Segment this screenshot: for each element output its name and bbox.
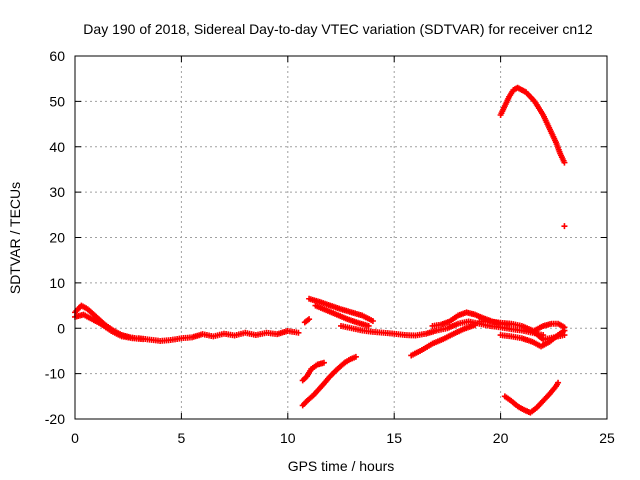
- x-tick-label: 20: [493, 430, 509, 446]
- y-tick-label: 30: [49, 184, 65, 200]
- y-tick-label: 20: [49, 230, 65, 246]
- y-axis-label: SDTVAR / TECUs: [7, 182, 23, 294]
- y-tick-label: -20: [45, 411, 65, 427]
- x-tick-label: 15: [386, 430, 402, 446]
- marker-late-upper-wave: [561, 324, 568, 331]
- marker-isolated-mid: [306, 316, 313, 323]
- marker-big-arc: [561, 159, 568, 166]
- axis-ticks: 0 5 10 15 20 25 -20 -10 0 10 20 30 40 50 60: [45, 48, 615, 446]
- x-tick-label: 10: [280, 430, 296, 446]
- marker-hump-upper: [369, 317, 376, 324]
- y-tick-label: 50: [49, 93, 65, 109]
- x-tick-label: 0: [71, 430, 79, 446]
- marker-rising-from-16: [472, 322, 479, 329]
- data-points: [72, 84, 568, 416]
- marker-isolated-low: [320, 359, 327, 366]
- x-axis-label: GPS time / hours: [288, 458, 395, 474]
- x-tick-label: 5: [178, 430, 186, 446]
- marker-hump-lower: [365, 322, 372, 329]
- y-tick-label: 10: [49, 275, 65, 291]
- y-tick-label: 40: [49, 139, 65, 155]
- chart-title: Day 190 of 2018, Sidereal Day-to-day VTE…: [83, 21, 593, 37]
- x-tick-label: 25: [599, 430, 615, 446]
- marker-baseline: [295, 329, 302, 336]
- y-tick-label: 0: [57, 320, 65, 336]
- marker-low-bowl: [555, 379, 562, 386]
- y-tick-label: -10: [45, 366, 65, 382]
- y-tick-label: 60: [49, 48, 65, 64]
- marker-outlier: [561, 223, 568, 230]
- marker-jump-arc: [352, 353, 359, 360]
